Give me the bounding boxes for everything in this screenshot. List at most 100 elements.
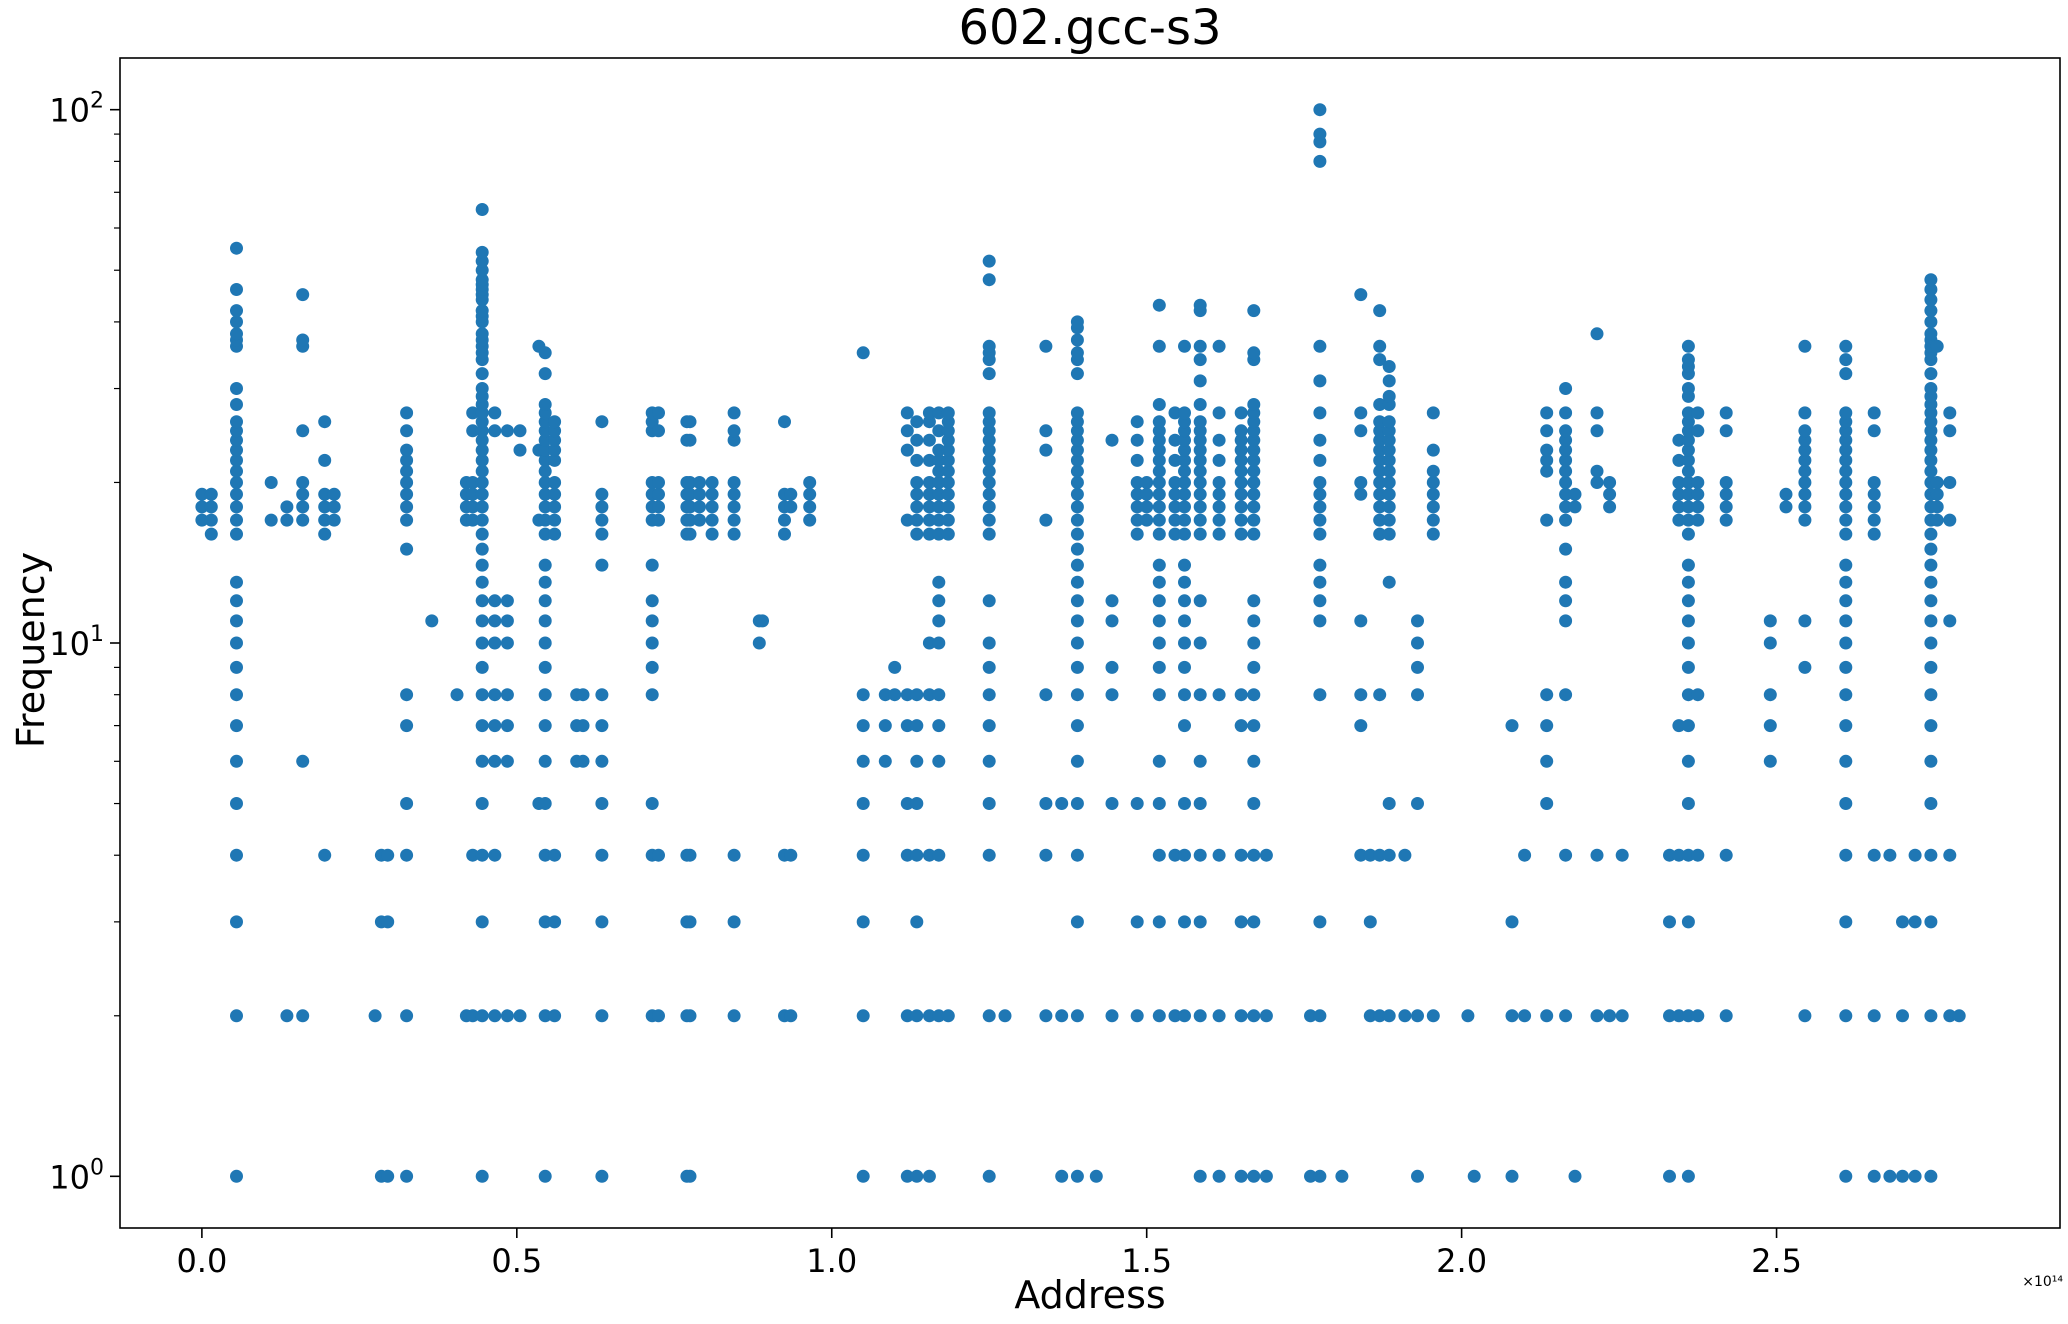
data-point [1540, 688, 1554, 702]
data-point [595, 848, 609, 862]
data-point [475, 203, 489, 216]
data-point [1247, 660, 1261, 674]
data-point [998, 1009, 1012, 1023]
data-point [900, 1009, 914, 1023]
data-point [1924, 464, 1938, 478]
data-point [230, 915, 243, 929]
data-point [1247, 1169, 1261, 1183]
data-point [1193, 453, 1207, 467]
data-point [1924, 542, 1938, 556]
data-point [1130, 476, 1144, 489]
data-point [475, 797, 489, 810]
data-point [400, 453, 414, 467]
data-point [400, 476, 414, 489]
data-point [922, 487, 936, 501]
data-point [296, 500, 310, 514]
data-point [982, 254, 996, 268]
data-point [1070, 848, 1084, 862]
data-point [1070, 719, 1084, 733]
data-point [1373, 433, 1387, 447]
data-point [1055, 1169, 1069, 1183]
data-point [1193, 424, 1207, 438]
data-point [1681, 1169, 1695, 1183]
data-point [1426, 500, 1440, 514]
data-point [693, 487, 706, 501]
data-point [1193, 1169, 1207, 1183]
data-point [264, 513, 278, 527]
data-point [900, 688, 914, 702]
data-point [1461, 1009, 1475, 1023]
data-point [230, 527, 243, 541]
data-point [1763, 614, 1777, 628]
data-point [1178, 575, 1191, 589]
data-point [1839, 353, 1853, 367]
data-point [878, 719, 892, 733]
data-point [1568, 487, 1582, 501]
data-point [922, 688, 936, 702]
data-point [888, 660, 902, 674]
data-point [1924, 797, 1938, 810]
data-point [1568, 500, 1582, 514]
data-point [1924, 558, 1938, 572]
data-point [784, 487, 798, 501]
data-point [595, 527, 609, 541]
data-point [1382, 500, 1396, 514]
data-point [230, 327, 243, 341]
data-point [693, 500, 706, 514]
data-point [204, 487, 218, 501]
data-point [1193, 848, 1207, 862]
data-point [803, 513, 817, 527]
data-point [932, 487, 946, 501]
data-point [475, 245, 489, 259]
data-point [1763, 719, 1777, 733]
data-point [1234, 1169, 1248, 1183]
data-point [1681, 476, 1695, 489]
data-point [466, 424, 480, 438]
data-point [1152, 527, 1166, 541]
data-point [727, 527, 741, 541]
data-point [705, 527, 719, 541]
data-point [1590, 848, 1604, 862]
data-point [1615, 848, 1629, 862]
data-point [982, 464, 996, 478]
data-point [982, 636, 996, 650]
data-point [1247, 487, 1261, 501]
data-point [1540, 719, 1554, 733]
data-point [1411, 1169, 1424, 1183]
data-point [727, 433, 741, 447]
data-point [1152, 487, 1166, 501]
data-point [1152, 298, 1166, 312]
data-point [318, 848, 332, 862]
data-point [932, 614, 946, 628]
data-point [230, 575, 243, 589]
data-point [475, 500, 489, 514]
data-point [1681, 614, 1695, 628]
data-point [900, 797, 914, 810]
data-point [878, 754, 892, 768]
data-point [1234, 453, 1248, 467]
data-point [1839, 688, 1853, 702]
data-point [1559, 476, 1573, 489]
data-point [1883, 1169, 1897, 1183]
data-point [932, 464, 946, 478]
data-point [1193, 594, 1207, 608]
data-point [1152, 339, 1166, 353]
data-point [466, 848, 480, 862]
data-point [475, 660, 489, 674]
data-point [1168, 1009, 1182, 1023]
data-point [1924, 382, 1938, 395]
data-point [1313, 513, 1327, 527]
data-point [1896, 1169, 1909, 1183]
data-point [1178, 1009, 1191, 1023]
data-point [1867, 424, 1881, 438]
data-point [1247, 464, 1261, 478]
data-point [1247, 848, 1261, 862]
data-point [400, 688, 414, 702]
data-point [1152, 443, 1166, 457]
data-point [1839, 339, 1853, 353]
data-point [318, 500, 332, 514]
data-point [910, 476, 924, 489]
data-point [1924, 636, 1938, 650]
data-point [856, 915, 870, 929]
